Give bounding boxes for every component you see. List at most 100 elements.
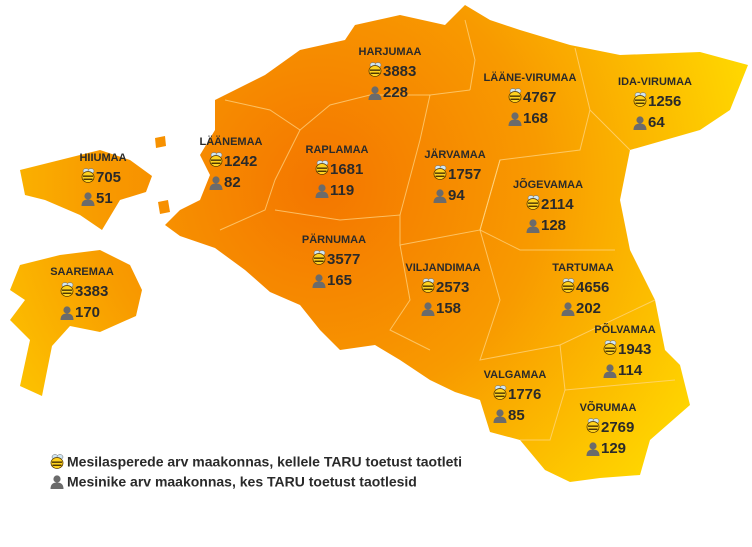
bee-body <box>81 171 95 183</box>
person-icon <box>81 192 95 206</box>
bee-stripe <box>52 461 62 463</box>
county-name: VÕRUMAA <box>580 401 637 414</box>
colonies-count: 3577 <box>327 251 360 268</box>
person-body <box>60 313 74 320</box>
county: LÄÄNE-VIRUMAA 4767 168 <box>484 71 577 127</box>
person-body <box>603 371 617 378</box>
colonies-count: 1776 <box>508 386 541 403</box>
bee-body <box>433 168 447 180</box>
bee-stripe <box>510 95 520 97</box>
bee-body <box>508 91 522 103</box>
bee-icon <box>60 282 74 297</box>
bee-stripe <box>83 178 93 180</box>
beekeepers-count: 82 <box>224 174 241 191</box>
person-icon <box>60 306 74 320</box>
county: HIIUMAA 705 51 <box>79 152 126 207</box>
person-body <box>81 199 95 206</box>
bee-stripe <box>435 175 445 177</box>
bee-icon <box>433 165 447 180</box>
bee-stripe <box>314 260 324 262</box>
person-icon <box>368 86 382 100</box>
beekeepers-count: 158 <box>436 300 461 317</box>
bee-body <box>633 95 647 107</box>
county: VILJANDIMAA 2573 158 <box>405 262 480 317</box>
person-body <box>508 119 522 126</box>
county: RAPLAMAA 1681 119 <box>306 144 369 199</box>
person-icon <box>50 475 64 489</box>
county-labels: HARJUMAA 3883 228 LÄÄNE-VIRUMAA 4767 168 IDA-V… <box>50 46 692 457</box>
bee-stripe <box>62 289 72 291</box>
person-head <box>371 86 379 94</box>
beekeepers-count: 51 <box>96 190 113 207</box>
person-head <box>315 274 323 282</box>
bee-stripe <box>588 428 598 430</box>
county-name: HARJUMAA <box>359 46 422 58</box>
border <box>479 229 656 361</box>
beekeepers-count: 85 <box>508 407 525 424</box>
person-head <box>606 364 614 372</box>
county-name: JÕGEVAMAA <box>513 178 583 191</box>
person-body <box>433 196 447 203</box>
bee-body <box>312 253 326 265</box>
beekeepers-count: 114 <box>618 362 643 379</box>
county: HARJUMAA 3883 228 <box>359 46 422 101</box>
legend-beekeepers: Mesinike arv maakonnas, kes TARU toetust… <box>67 474 417 490</box>
colonies-count: 1681 <box>330 161 363 178</box>
county-name: JÄRVAMAA <box>424 148 485 161</box>
county: PÕLVAMAA 1943 114 <box>594 323 655 379</box>
bee-stripe <box>563 288 573 290</box>
colonies-count: 1943 <box>618 341 651 358</box>
border <box>464 19 476 91</box>
beekeepers-count: 170 <box>75 304 100 321</box>
colonies-count: 2573 <box>436 279 469 296</box>
colonies-count: 1256 <box>648 93 681 110</box>
bee-stripe <box>510 98 520 100</box>
islet <box>155 136 166 148</box>
bee-icon <box>81 168 95 183</box>
bee-icon <box>633 92 647 107</box>
bee-body <box>368 65 382 77</box>
person-head <box>436 189 444 197</box>
bee-stripe <box>370 72 380 74</box>
person-head <box>63 306 71 314</box>
person-head <box>496 409 504 417</box>
bee-body <box>603 343 617 355</box>
person-icon <box>209 176 223 190</box>
county: SAAREMAA 3383 170 <box>50 266 114 321</box>
person-head <box>212 176 220 184</box>
person-body <box>633 123 647 130</box>
bee-stripe <box>635 102 645 104</box>
person-icon <box>421 302 435 316</box>
colonies-count: 1757 <box>448 166 481 183</box>
person-body <box>368 93 382 100</box>
bee-body <box>315 163 329 175</box>
mainland <box>165 5 748 482</box>
bee-stripe <box>605 350 615 352</box>
bee-stripe <box>635 99 645 101</box>
person-body <box>50 482 64 489</box>
bee-stripe <box>211 162 221 164</box>
county-name: LÄÄNEMAA <box>200 135 263 148</box>
county-name: VALGAMAA <box>484 369 547 381</box>
bee-stripe <box>211 159 221 161</box>
person-icon <box>586 442 600 456</box>
bee-body <box>209 155 223 167</box>
bee-body <box>493 388 507 400</box>
person-head <box>318 184 326 192</box>
beekeepers-count: 94 <box>448 187 465 204</box>
person-body <box>493 416 507 423</box>
bee-icon <box>561 278 575 293</box>
bee-stripe <box>62 292 72 294</box>
hiiumaa-island <box>20 150 152 230</box>
bee-stripe <box>605 347 615 349</box>
colonies-count: 4656 <box>576 279 609 296</box>
bee-icon <box>586 418 600 433</box>
bee-body <box>561 281 575 293</box>
person-head <box>636 116 644 124</box>
colonies-count: 2114 <box>541 196 574 213</box>
bee-icon <box>368 62 382 77</box>
beekeepers-count: 64 <box>648 114 665 131</box>
person-icon <box>526 219 540 233</box>
person-icon <box>508 112 522 126</box>
